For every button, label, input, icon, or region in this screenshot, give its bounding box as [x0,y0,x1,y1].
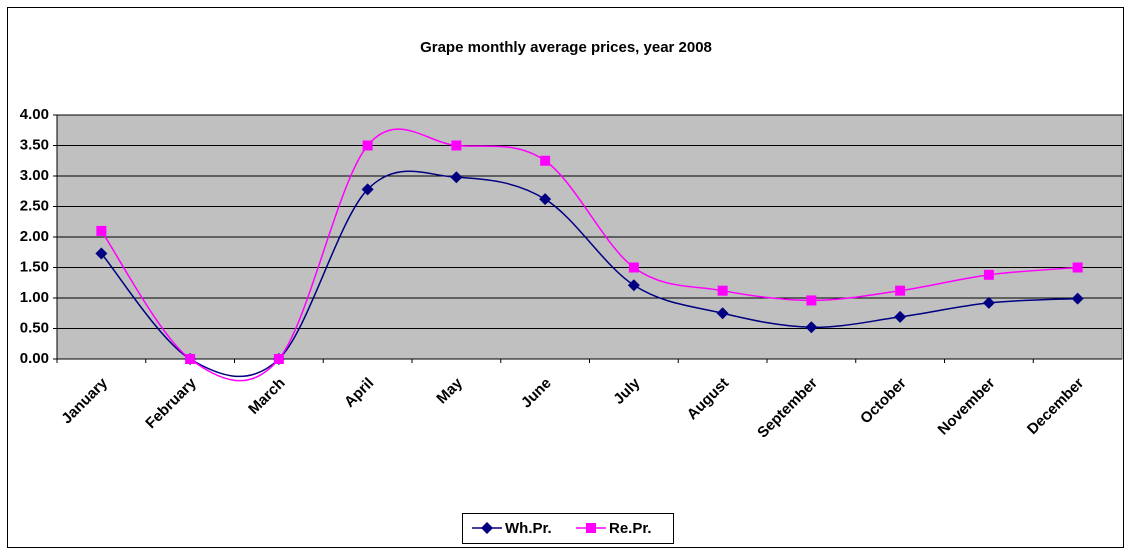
marker [273,354,284,364]
marker [983,269,994,280]
legend-label: Wh.Pr. [505,520,552,537]
marker [481,522,493,534]
marker [96,225,107,236]
marker [586,523,596,533]
marker [1072,262,1083,273]
marker [894,310,907,323]
y-tick-label: 0.00 [20,350,49,367]
marker [717,285,728,296]
legend: Wh.Pr. Re.Pr. [462,513,674,544]
marker [185,354,196,364]
y-tick-label: 1.00 [20,289,49,306]
marker [539,193,552,206]
legend-label: Re.Pr. [609,520,652,537]
marker [361,183,374,196]
marker [805,321,818,334]
marker [540,155,551,166]
marker [362,140,373,151]
y-tick-label: 2.50 [20,197,49,214]
marker [451,140,462,151]
marker [1071,292,1084,305]
marker [716,307,729,320]
marker [895,285,906,296]
y-tick-label: 0.50 [20,319,49,336]
y-tick-label: 4.00 [20,106,49,123]
marker [628,262,639,273]
chart-title: Grape monthly average prices, year 2008 [420,39,712,56]
marker [450,171,463,184]
marker [95,247,108,260]
y-tick-label: 2.00 [20,228,49,245]
marker [806,295,817,306]
marker [627,279,640,292]
y-tick-label: 3.50 [20,136,49,153]
marker [982,296,995,309]
y-tick-label: 1.50 [20,258,49,275]
y-tick-label: 3.00 [20,167,49,184]
